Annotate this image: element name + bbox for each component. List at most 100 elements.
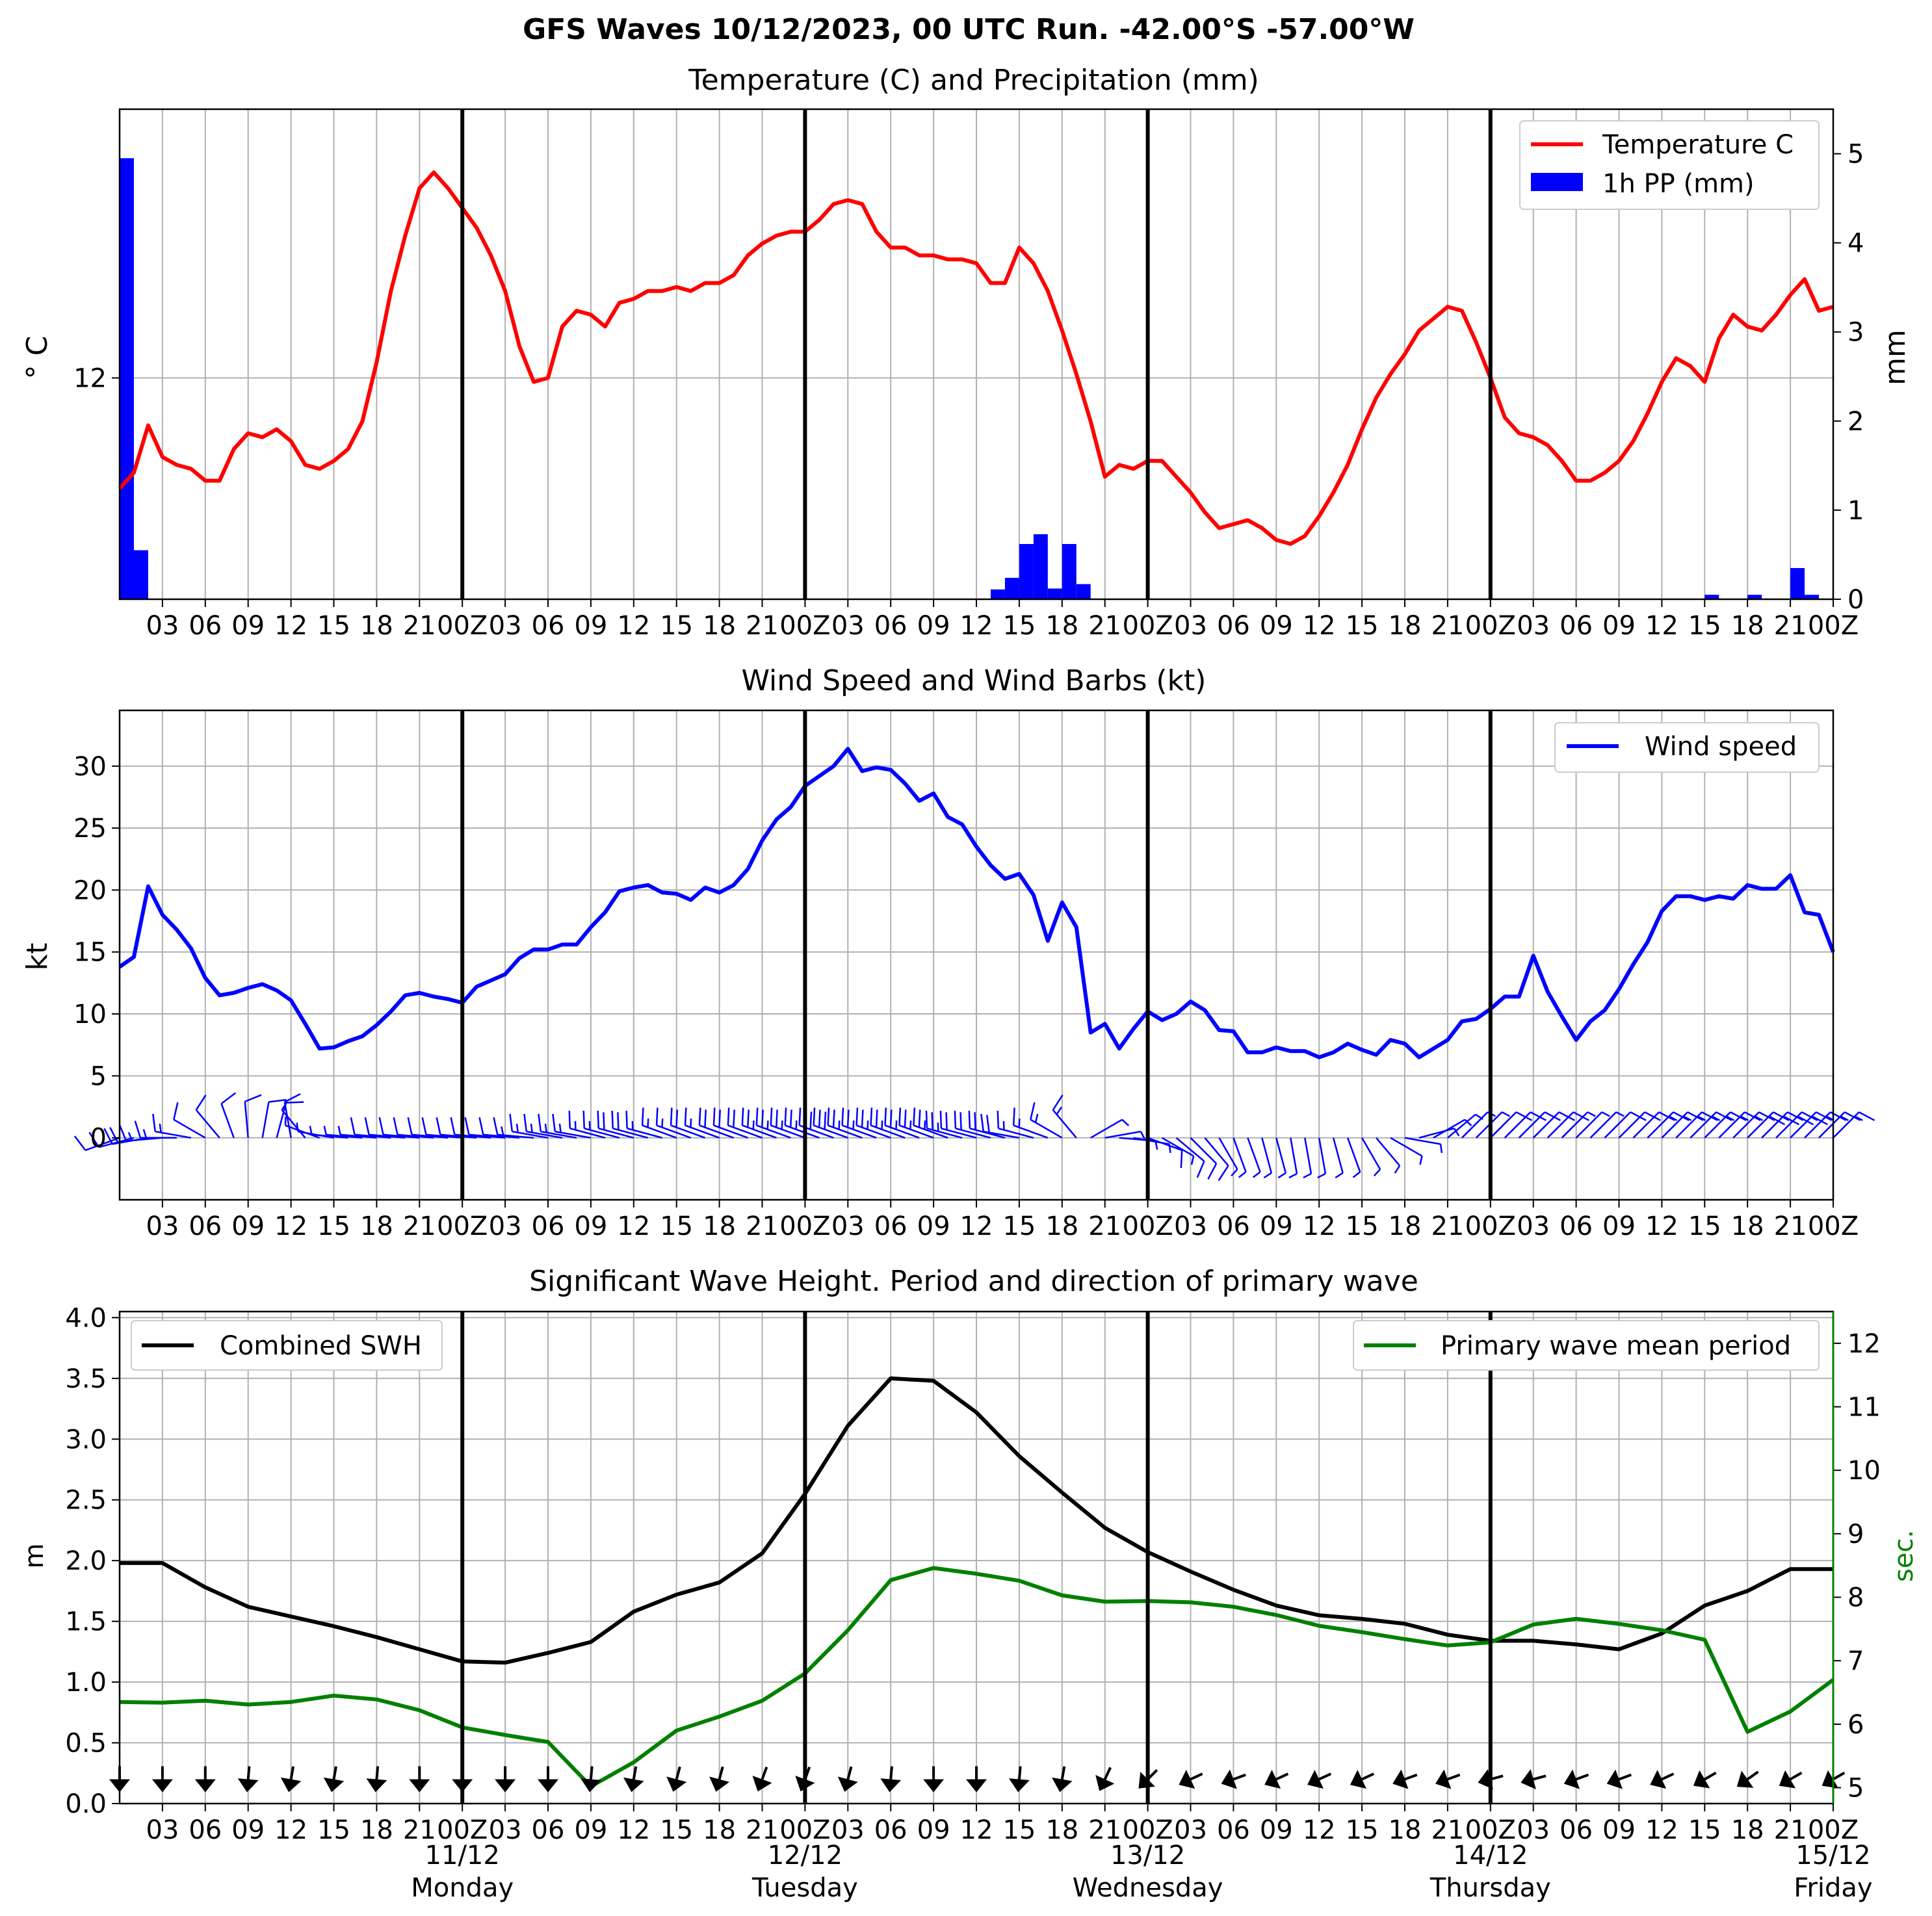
barb-half-feather (1373, 1169, 1381, 1176)
barb-feather (195, 1094, 207, 1111)
wave-arrow (580, 1766, 601, 1793)
barb-staff (955, 1127, 991, 1139)
wind-barb (1504, 1111, 1547, 1139)
wind-barb (1261, 1137, 1273, 1179)
x-tick-label: 06 (874, 1211, 907, 1241)
figure-title: GFS Waves 10/12/2023, 00 UTC Run. -42.00… (523, 13, 1415, 46)
wind-barb (925, 1110, 963, 1139)
arrow-head (1693, 1770, 1710, 1789)
barb-feather (784, 1107, 787, 1126)
barb-half-feather (1277, 1172, 1286, 1179)
arrow-head (923, 1779, 945, 1793)
arrow-head (1521, 1769, 1536, 1790)
x-tick-label: 21 (1774, 1815, 1807, 1845)
y-tick-label: 30 (73, 752, 107, 782)
wind-barb (1632, 1111, 1675, 1139)
wind-barb (741, 1107, 777, 1139)
barb-staff (1233, 1137, 1247, 1172)
wind-barb (1732, 1111, 1775, 1139)
barb-staff (1833, 1111, 1860, 1139)
wind-barb (103, 1127, 149, 1145)
x-tick-label: 15 (1688, 611, 1721, 641)
x-tick-label: 18 (1045, 1211, 1078, 1241)
swh-line (120, 1376, 1833, 1665)
barb-feather (118, 1124, 127, 1142)
y-tick-label-right: 11 (1847, 1393, 1881, 1423)
barb-feather (393, 1117, 398, 1135)
barb-half-feather (1464, 1119, 1472, 1126)
barb-staff (1433, 1119, 1466, 1139)
barb-feather (1207, 1163, 1218, 1180)
barb-staff (998, 1127, 1034, 1139)
barb-staff (870, 1124, 906, 1139)
x-tick-label: 18 (1731, 1815, 1764, 1845)
day-label: Thursday (1429, 1873, 1551, 1903)
barb-feather (1844, 1111, 1861, 1121)
wave-arrow (1606, 1769, 1632, 1789)
wind-barb (195, 1094, 220, 1139)
wind-barb (1275, 1137, 1287, 1179)
y-tick-label-right: 5 (1847, 140, 1864, 170)
barb-staff (1690, 1111, 1717, 1139)
barb-staff (1647, 1111, 1674, 1139)
barb-staff (598, 1127, 634, 1139)
barb-staff (969, 1127, 1006, 1139)
panel-3-axes: 03 06 09 12 15 18 21 00Z 03 06 09 12 15 18 21 00Z 03 06 09… (65, 1303, 1881, 1903)
barb-half-feather (781, 1120, 783, 1130)
panel-1-ylabel: ° C (21, 336, 54, 380)
precip-bar (1004, 578, 1019, 599)
x-tick-label: 09 (917, 1815, 950, 1845)
x-tick-label: 00Z (1465, 1815, 1516, 1845)
y-tick-label-right: 6 (1847, 1710, 1864, 1740)
barb-feather (109, 1127, 119, 1144)
x-tick-label: 03 (831, 1815, 865, 1845)
x-tick-label: 15 (660, 611, 693, 641)
barb-feather (1630, 1111, 1647, 1121)
wave-arrow (623, 1766, 644, 1793)
barb-feather (761, 1109, 764, 1128)
x-tick-label: 06 (1560, 1211, 1593, 1241)
barb-staff (756, 1124, 791, 1139)
barb-feather (436, 1117, 441, 1135)
barb-half-feather (1252, 1171, 1261, 1178)
arrow-head (1563, 1769, 1580, 1789)
barb-feather (1573, 1111, 1589, 1121)
barb-half-feather (1453, 1128, 1460, 1137)
panel-3-ylabel: m (20, 1544, 49, 1569)
barb-feather (1658, 1111, 1675, 1121)
y-tick-label: 0.0 (65, 1789, 107, 1819)
wind-barb (611, 1110, 649, 1139)
wave-arrow (280, 1766, 302, 1793)
barb-feather (1859, 1111, 1875, 1121)
wave-arrow (1221, 1769, 1246, 1789)
wind-barb (1661, 1111, 1704, 1139)
barb-feather (1782, 1115, 1800, 1126)
wind-barb (281, 1102, 306, 1139)
legend-precip: 1h PP (mm) (1602, 169, 1755, 199)
panel-1-ylabel-right: mm (1879, 330, 1912, 385)
barb-half-feather (838, 1120, 841, 1130)
x-tick-label: 00Z (1808, 1211, 1859, 1241)
x-tick-label: 03 (1174, 1211, 1207, 1241)
barb-half-feather (501, 1126, 504, 1135)
x-tick-label: 06 (189, 1815, 222, 1845)
barb-feather (1758, 1111, 1775, 1121)
barb-staff (1052, 1109, 1077, 1139)
x-tick-label: 18 (703, 1815, 736, 1845)
barb-feather (1012, 1107, 1015, 1126)
wave-arrow (923, 1766, 945, 1793)
barb-staff (261, 1102, 270, 1138)
y-tick-label: 1.5 (65, 1607, 107, 1637)
x-tick-label: 06 (189, 611, 222, 641)
barb-staff (656, 1124, 692, 1139)
date-label: 14/12 (1453, 1841, 1528, 1871)
x-tick-label: 12 (1303, 1211, 1336, 1241)
barb-feather (727, 1107, 730, 1126)
wind-barb (755, 1107, 791, 1139)
arrow-head (1052, 1777, 1073, 1793)
barb-half-feather (867, 1120, 869, 1130)
temperature-precip-panel: Temperature (C) and Precipitation (mm) 0… (21, 64, 1912, 641)
legend-temperature: Temperature C (1602, 130, 1794, 160)
barb-feather (913, 1107, 916, 1126)
arrow-head (880, 1778, 902, 1793)
